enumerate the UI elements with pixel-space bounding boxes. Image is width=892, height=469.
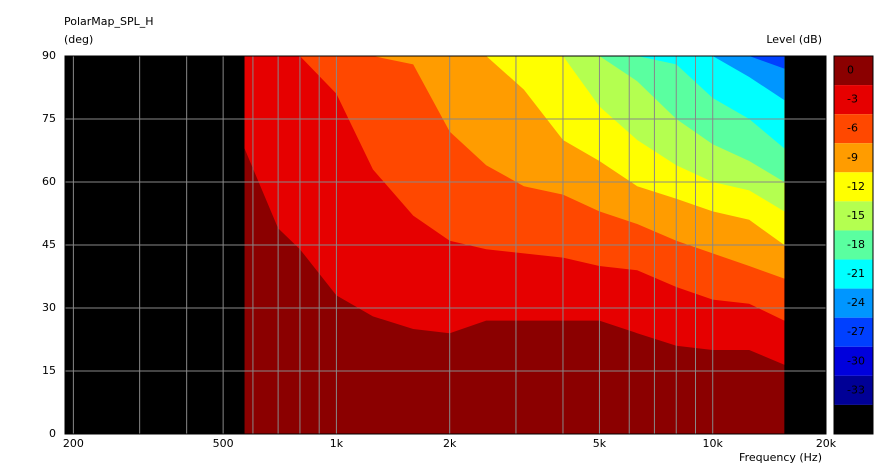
- colorbar-label: -18: [847, 238, 865, 251]
- colorbar-label: -12: [847, 180, 865, 193]
- y-tick-label: 0: [49, 427, 56, 440]
- colorbar-label: -24: [847, 296, 865, 309]
- x-axis-label: Frequency (Hz): [739, 451, 822, 464]
- y-tick-label: 75: [42, 112, 56, 125]
- colorbar-label: -33: [847, 383, 865, 396]
- colorbar-frame: [833, 55, 874, 435]
- contour-region: [244, 56, 785, 182]
- y-tick-label: 90: [42, 49, 56, 62]
- colorbar-swatch: [834, 201, 873, 231]
- x-tick-label: 1k: [330, 437, 344, 450]
- colorbar-swatch: [834, 230, 873, 260]
- colorbar-swatch: [834, 143, 873, 173]
- colorbar-swatch: [834, 317, 873, 347]
- y-tick-label: 60: [42, 175, 56, 188]
- colorbar-label: -36: [847, 412, 865, 425]
- colorbar-swatch: [834, 85, 873, 115]
- x-tick-label: 20k: [816, 437, 837, 450]
- colorbar-label: 0: [847, 64, 854, 77]
- colorbar-label: -30: [847, 354, 865, 367]
- colorbar-label: -6: [847, 122, 858, 135]
- colorbar-label: -9: [847, 151, 858, 164]
- colorbar-label: -15: [847, 209, 865, 222]
- contour-region: [244, 56, 785, 101]
- chart-title: PolarMap_SPL_H: [64, 15, 154, 28]
- y-tick-label: 30: [42, 301, 56, 314]
- colorbar-swatch: [834, 172, 873, 202]
- x-tick-label: 2k: [443, 437, 457, 450]
- contour-region: [244, 56, 785, 212]
- x-tick-label: 10k: [703, 437, 724, 450]
- colorbar-swatch: [834, 114, 873, 144]
- y-tick-label: 15: [42, 364, 56, 377]
- colorbar-label: -3: [847, 93, 858, 106]
- colorbar-swatch: [834, 404, 873, 434]
- colorbar-swatch: [834, 56, 873, 86]
- colorbar-swatch: [834, 288, 873, 318]
- x-tick-label: 5k: [593, 437, 607, 450]
- plot-frame: [64, 55, 827, 435]
- colorbar-swatch: [834, 346, 873, 376]
- colorbar-label: -21: [847, 267, 865, 280]
- colorbar-swatch: [834, 259, 873, 289]
- colorbar-swatch: [834, 375, 873, 405]
- colorbar-label: Level (dB): [766, 33, 822, 46]
- x-tick-label: 500: [213, 437, 234, 450]
- y-tick-label: 45: [42, 238, 56, 251]
- colorbar-label: -27: [847, 325, 865, 338]
- x-tick-label: 200: [63, 437, 84, 450]
- y-axis-label: (deg): [64, 33, 93, 46]
